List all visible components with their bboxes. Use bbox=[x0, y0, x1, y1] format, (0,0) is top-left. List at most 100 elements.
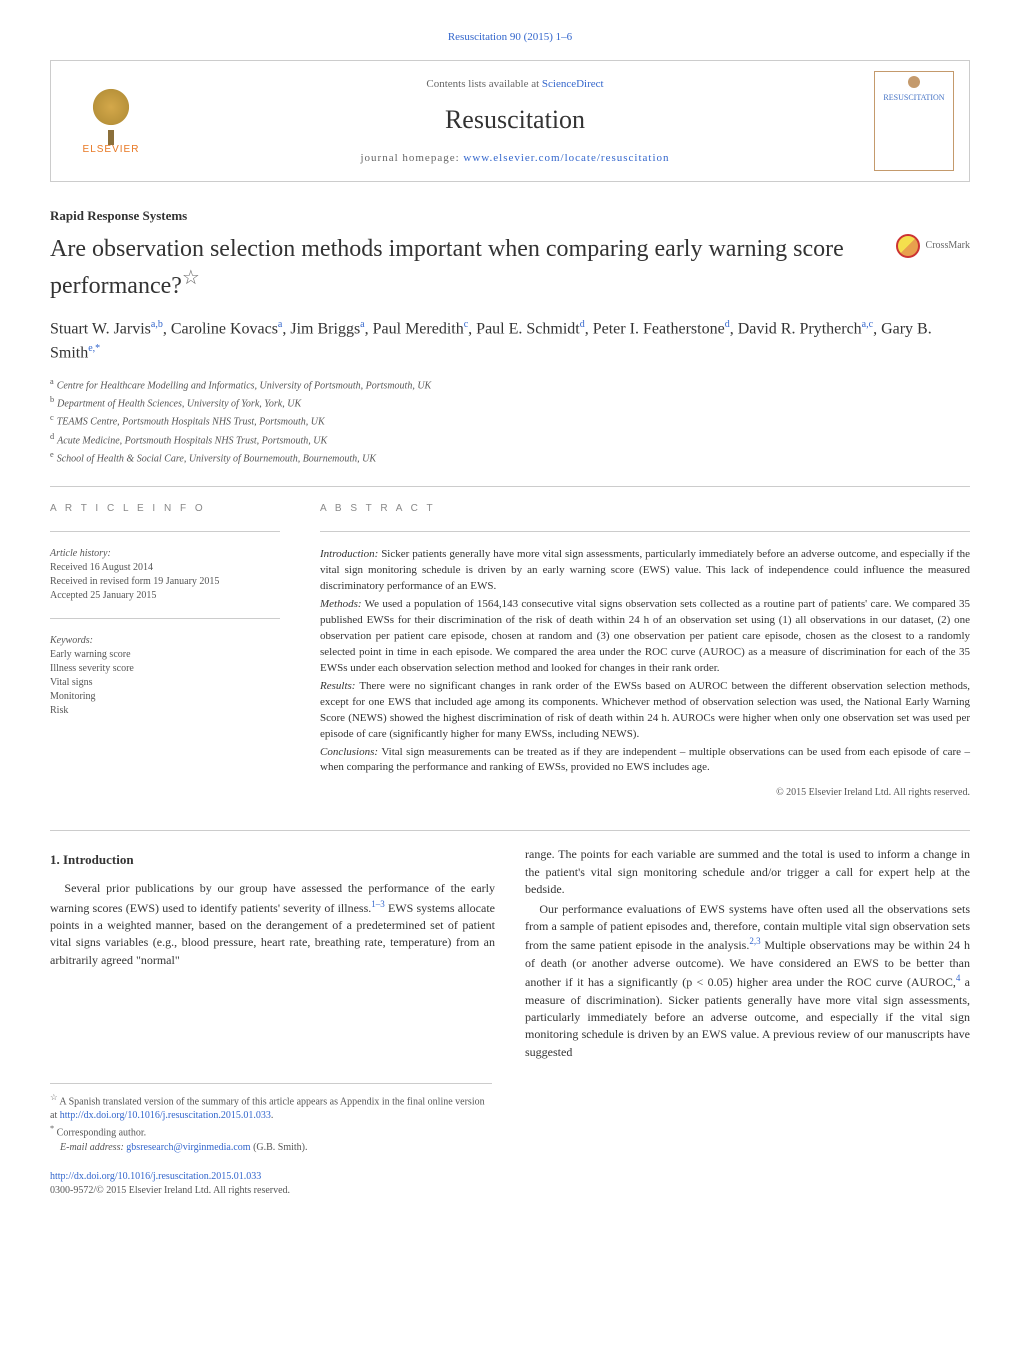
info-rule bbox=[50, 531, 280, 532]
article-info-heading: A R T I C L E I N F O bbox=[50, 502, 280, 516]
author-name: Paul Meredith bbox=[373, 320, 464, 337]
header-center: Contents lists available at ScienceDirec… bbox=[156, 77, 874, 166]
history-line: Received 16 August 2014 bbox=[50, 561, 280, 575]
abstract-conclusions-label: Conclusions: bbox=[320, 746, 378, 758]
homepage-line: journal homepage: www.elsevier.com/locat… bbox=[156, 151, 874, 166]
history-line: Accepted 25 January 2015 bbox=[50, 589, 280, 603]
sciencedirect-link[interactable]: ScienceDirect bbox=[542, 78, 604, 90]
author-name: Paul E. Schmidt bbox=[476, 320, 580, 337]
footnote-block: ☆ A Spanish translated version of the su… bbox=[50, 1083, 492, 1155]
abstract-results-label: Results: bbox=[320, 680, 355, 692]
affiliation-line: dAcute Medicine, Portsmouth Hospitals NH… bbox=[50, 431, 970, 448]
abstract-heading: A B S T R A C T bbox=[320, 502, 970, 516]
keyword-line: Vital signs bbox=[50, 676, 280, 690]
footer-doi-link[interactable]: http://dx.doi.org/10.1016/j.resuscitatio… bbox=[50, 1171, 261, 1182]
abstract-conclusions-text: Vital sign measurements can be treated a… bbox=[320, 746, 970, 774]
author-name: David R. Prytherch bbox=[738, 320, 862, 337]
footnote-star: ☆ A Spanish translated version of the su… bbox=[50, 1092, 492, 1123]
corresponding-label: Corresponding author. bbox=[57, 1128, 146, 1139]
keyword-line: Monitoring bbox=[50, 690, 280, 704]
author-aff-marker: a,c bbox=[862, 319, 873, 330]
abstract-column: A B S T R A C T Introduction: Sicker pat… bbox=[320, 502, 970, 800]
footer-issn-copyright: 0300-9572/© 2015 Elsevier Ireland Ltd. A… bbox=[50, 1184, 970, 1198]
footnote-email: E-mail address: gbsresearch@virginmedia.… bbox=[50, 1141, 492, 1155]
publisher-name: ELSEVIER bbox=[83, 143, 140, 157]
info-abstract-row: A R T I C L E I N F O Article history: R… bbox=[50, 502, 970, 800]
running-citation: Resuscitation 90 (2015) 1–6 bbox=[50, 30, 970, 45]
author-aff-marker: a,b bbox=[151, 319, 163, 330]
abstract-text: Introduction: Sicker patients generally … bbox=[320, 547, 970, 776]
affiliation-list: aCentre for Healthcare Modelling and Inf… bbox=[50, 376, 970, 467]
affiliation-line: bDepartment of Health Sciences, Universi… bbox=[50, 394, 970, 411]
cover-logo-icon bbox=[908, 76, 920, 88]
body-ref-1-3[interactable]: 1–3 bbox=[371, 899, 385, 909]
title-text: Are observation selection methods import… bbox=[50, 236, 844, 299]
abstract-rule bbox=[320, 531, 970, 532]
section-label: Rapid Response Systems bbox=[50, 207, 970, 225]
intro-heading: 1. Introduction bbox=[50, 851, 495, 870]
email-suffix: (G.B. Smith). bbox=[251, 1142, 308, 1153]
body-paragraph: range. The points for each variable are … bbox=[525, 846, 970, 898]
crossmark-label: CrossMark bbox=[926, 239, 970, 253]
body-paragraph: Our performance evaluations of EWS syste… bbox=[525, 901, 970, 1062]
footnote-doi-link[interactable]: http://dx.doi.org/10.1016/j.resuscitatio… bbox=[60, 1110, 271, 1121]
crossmark-icon bbox=[896, 234, 920, 258]
homepage-prefix: journal homepage: bbox=[360, 152, 463, 164]
abstract-intro-text: Sicker patients generally have more vita… bbox=[320, 548, 970, 592]
abstract-results-text: There were no significant changes in ran… bbox=[320, 680, 970, 740]
abstract-methods-label: Methods: bbox=[320, 598, 362, 610]
journal-cover-thumb: RESUSCITATION bbox=[874, 71, 954, 171]
asterisk-marker: * bbox=[50, 1124, 54, 1133]
article-history-block: Article history: Received 16 August 2014… bbox=[50, 547, 280, 603]
article-info-column: A R T I C L E I N F O Article history: R… bbox=[50, 502, 280, 800]
crossmark-badge[interactable]: CrossMark bbox=[896, 234, 970, 258]
body-two-column: 1. Introduction Several prior publicatio… bbox=[50, 846, 970, 1063]
author-aff-marker: a bbox=[360, 319, 364, 330]
body-ref-2-3[interactable]: 2,3 bbox=[749, 936, 760, 946]
author-name: Caroline Kovacs bbox=[171, 320, 278, 337]
journal-name: Resuscitation bbox=[156, 102, 874, 138]
author-aff-marker: c bbox=[464, 319, 468, 330]
author-aff-marker: d bbox=[725, 319, 730, 330]
affiliation-line: cTEAMS Centre, Portsmouth Hospitals NHS … bbox=[50, 412, 970, 429]
email-label: E-mail address: bbox=[60, 1142, 126, 1153]
body-separator bbox=[50, 830, 970, 831]
footnote-star-period: . bbox=[271, 1110, 274, 1121]
abstract-intro-label: Introduction: bbox=[320, 548, 378, 560]
author-aff-marker: d bbox=[580, 319, 585, 330]
keyword-line: Risk bbox=[50, 704, 280, 718]
history-label: Article history: bbox=[50, 547, 280, 561]
author-aff-marker: e,* bbox=[88, 343, 100, 354]
keywords-block: Keywords: Early warning scoreIllness sev… bbox=[50, 634, 280, 718]
email-link[interactable]: gbsresearch@virginmedia.com bbox=[126, 1142, 250, 1153]
abstract-copyright: © 2015 Elsevier Ireland Ltd. All rights … bbox=[320, 786, 970, 800]
author-name: Stuart W. Jarvis bbox=[50, 320, 151, 337]
abstract-methods-text: We used a population of 1564,143 consecu… bbox=[320, 598, 970, 674]
article-title: Are observation selection methods import… bbox=[50, 234, 896, 302]
body-p1c: range. The points for each variable are … bbox=[525, 847, 970, 896]
homepage-link[interactable]: www.elsevier.com/locate/resuscitation bbox=[463, 152, 669, 164]
title-row: Are observation selection methods import… bbox=[50, 234, 970, 302]
keyword-line: Illness severity score bbox=[50, 662, 280, 676]
author-name: Jim Briggs bbox=[290, 320, 360, 337]
elsevier-logo: ELSEVIER bbox=[66, 76, 156, 166]
separator-rule bbox=[50, 486, 970, 487]
elsevier-tree-icon bbox=[81, 85, 141, 140]
cover-title: RESUSCITATION bbox=[883, 92, 944, 103]
keywords-label: Keywords: bbox=[50, 634, 280, 648]
author-aff-marker: a bbox=[278, 319, 282, 330]
affiliation-line: eSchool of Health & Social Care, Univers… bbox=[50, 449, 970, 466]
contents-prefix: Contents lists available at bbox=[426, 78, 541, 90]
footer-block: http://dx.doi.org/10.1016/j.resuscitatio… bbox=[50, 1170, 970, 1198]
footnote-corresponding: * Corresponding author. bbox=[50, 1123, 492, 1140]
affiliation-line: aCentre for Healthcare Modelling and Inf… bbox=[50, 376, 970, 393]
author-name: Peter I. Featherstone bbox=[593, 320, 725, 337]
contents-available-line: Contents lists available at ScienceDirec… bbox=[156, 77, 874, 92]
journal-header-box: ELSEVIER Contents lists available at Sci… bbox=[50, 60, 970, 182]
body-paragraph: Several prior publications by our group … bbox=[50, 880, 495, 969]
keyword-line: Early warning score bbox=[50, 648, 280, 662]
history-line: Received in revised form 19 January 2015 bbox=[50, 575, 280, 589]
star-marker: ☆ bbox=[50, 1093, 57, 1102]
info-rule-2 bbox=[50, 618, 280, 619]
author-list: Stuart W. Jarvisa,b, Caroline Kovacsa, J… bbox=[50, 317, 970, 366]
